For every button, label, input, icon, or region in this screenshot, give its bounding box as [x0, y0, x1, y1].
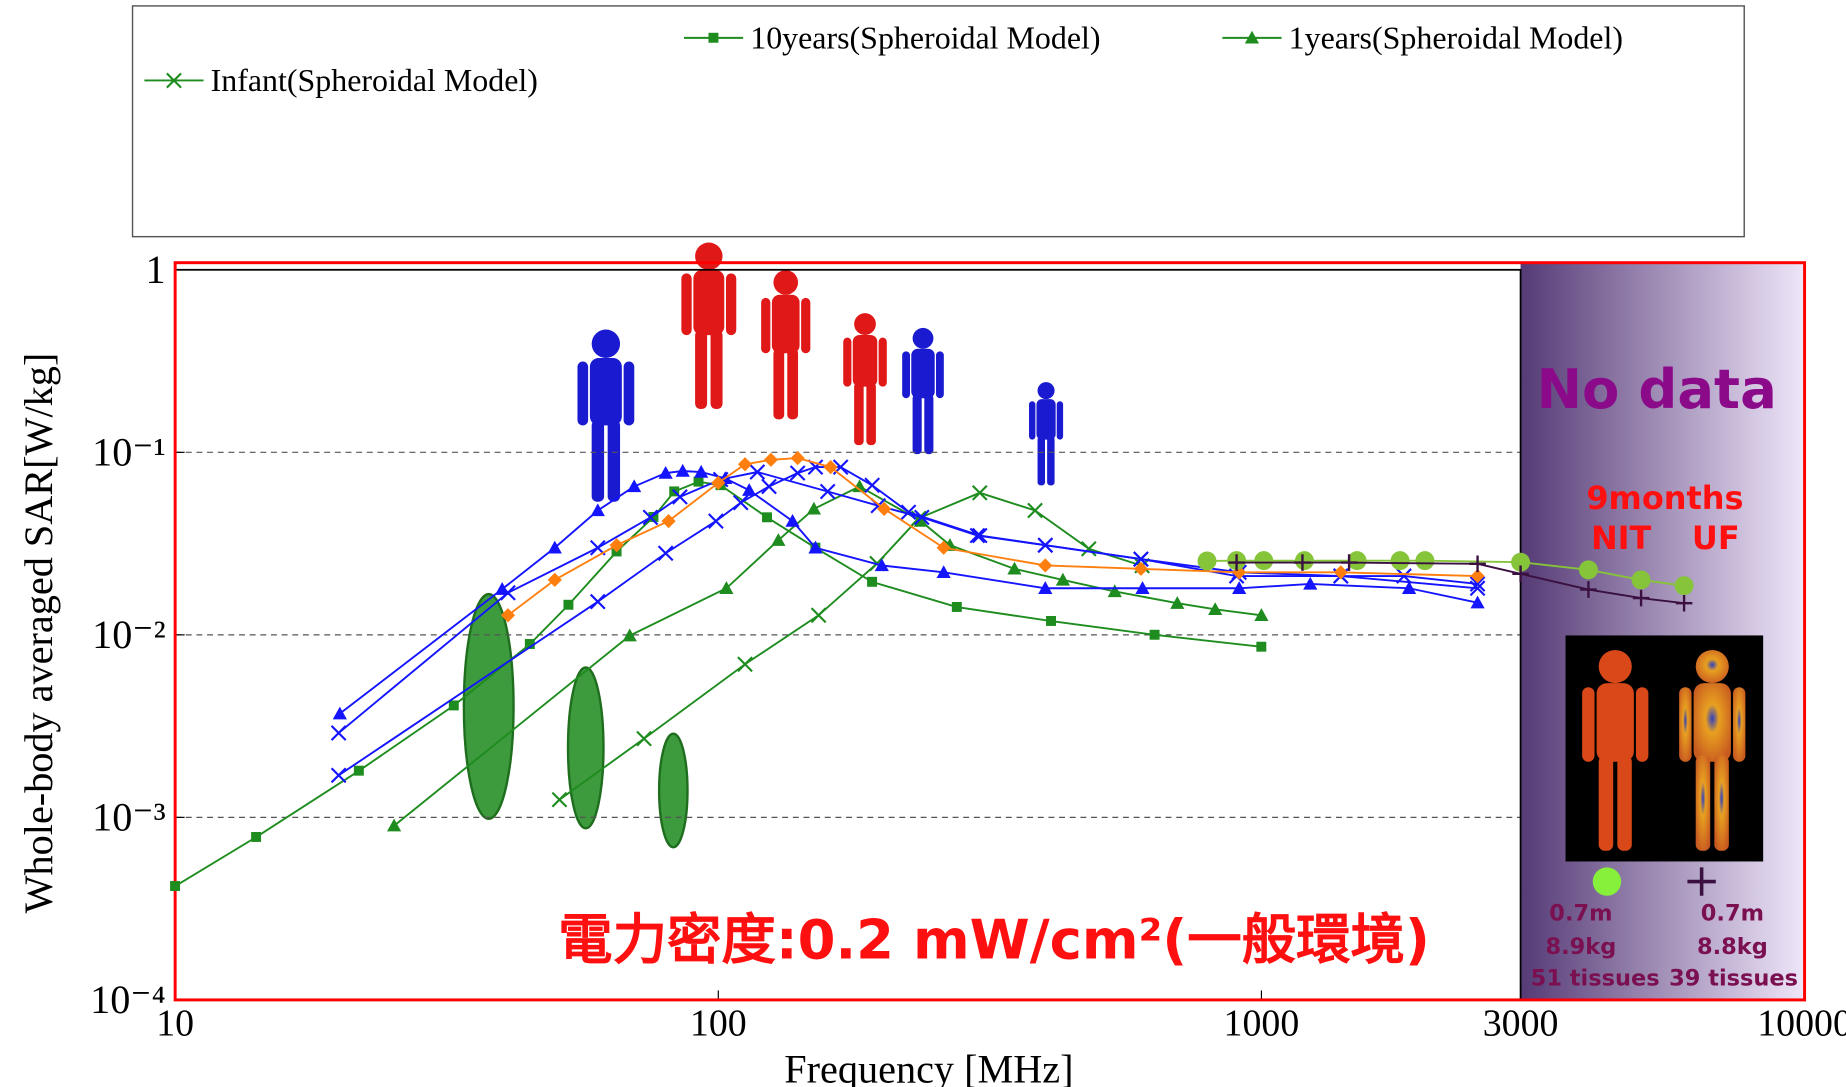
marker — [791, 466, 805, 480]
marker — [1150, 630, 1160, 640]
legend-icon — [1593, 867, 1621, 895]
marker — [251, 832, 261, 842]
marker — [694, 477, 704, 487]
marker — [1675, 576, 1694, 595]
series-line — [559, 493, 1142, 800]
chart: No data 9months NIT UF 0.7m 8.9kg 51 tis… — [0, 0, 1846, 1087]
marker — [170, 881, 180, 891]
marker — [449, 700, 459, 710]
marker — [1415, 551, 1434, 570]
y-axis-label: Whole-body averaged SAR[W/kg] — [16, 353, 61, 914]
y-tick-label: 10⁻⁴ — [90, 977, 165, 1022]
x-tick-label: 10000 — [1757, 1002, 1846, 1044]
marker — [1469, 556, 1486, 573]
annotation: 51 tissues — [1531, 966, 1660, 992]
x-axis-label: Frequency [MHz] — [784, 1047, 1073, 1087]
annotation: 0.7m — [1701, 901, 1764, 927]
annotation: 8.8kg — [1697, 934, 1768, 960]
marker — [973, 486, 987, 500]
x-tick-label: 10 — [156, 1002, 194, 1044]
legend-label: 10years(Spheroidal Model) — [750, 21, 1100, 56]
marker — [1254, 551, 1273, 570]
marker — [811, 608, 825, 622]
marker — [354, 766, 364, 776]
marker — [591, 595, 605, 609]
marker — [627, 479, 641, 492]
marker — [762, 512, 772, 522]
marker — [332, 768, 346, 782]
marker — [659, 546, 673, 560]
marker — [952, 602, 962, 612]
marker — [1082, 542, 1096, 556]
page: {"chart_data":{"type":"line","x_label":"… — [0, 0, 1846, 1087]
annotation: 39 tissues — [1669, 966, 1798, 992]
annotation: 0.7m — [1549, 901, 1612, 927]
marker — [1391, 551, 1410, 570]
legend-label: 1years(Spheroidal Model) — [1289, 21, 1623, 56]
marker — [1046, 616, 1056, 626]
y-tick-label: 10⁻³ — [92, 794, 166, 839]
marker — [1028, 503, 1042, 517]
legend-marker — [708, 33, 718, 43]
y-tick-label: 10⁻² — [92, 612, 166, 657]
x-tick-label: 100 — [690, 1002, 747, 1044]
marker — [1579, 560, 1598, 579]
y-tick-label: 10⁻¹ — [92, 429, 166, 474]
marker — [865, 478, 879, 492]
marker — [738, 657, 752, 671]
annotation: UF — [1692, 519, 1740, 557]
annotation: NIT — [1591, 519, 1652, 557]
marker — [637, 732, 651, 746]
annotation: 9months — [1586, 479, 1743, 517]
marker — [1038, 558, 1052, 572]
marker — [791, 451, 805, 465]
marker — [1256, 642, 1266, 652]
marker — [548, 573, 562, 587]
marker — [673, 490, 687, 504]
marker — [1348, 551, 1367, 570]
marker — [1007, 562, 1021, 575]
marker — [1295, 551, 1314, 570]
marker — [333, 707, 347, 720]
x-tick-label: 3000 — [1483, 1002, 1559, 1044]
marker — [552, 793, 566, 807]
series-line — [394, 486, 1261, 825]
legend-label: Infant(Spheroidal Model) — [211, 63, 538, 98]
power-density-label: 電力密度:0.2 mW/cm²(一般環境) — [558, 907, 1430, 971]
marker — [1198, 551, 1217, 570]
infant-images — [1566, 635, 1764, 861]
no-data-label: No data — [1537, 357, 1777, 421]
marker — [785, 514, 799, 527]
marker — [563, 600, 573, 610]
marker — [591, 503, 605, 516]
marker — [709, 514, 723, 528]
marker — [821, 484, 835, 498]
marker — [332, 726, 346, 740]
marker — [738, 457, 752, 471]
green-ellipses — [464, 594, 688, 847]
marker — [1632, 570, 1651, 589]
marker — [762, 479, 776, 493]
marker — [764, 453, 778, 467]
marker — [807, 502, 821, 515]
marker — [676, 464, 690, 477]
y-tick-label: 1 — [146, 247, 166, 292]
x-tick-label: 1000 — [1224, 1002, 1300, 1044]
marker — [750, 465, 764, 479]
marker — [867, 577, 877, 587]
annotation: 8.9kg — [1546, 934, 1617, 960]
